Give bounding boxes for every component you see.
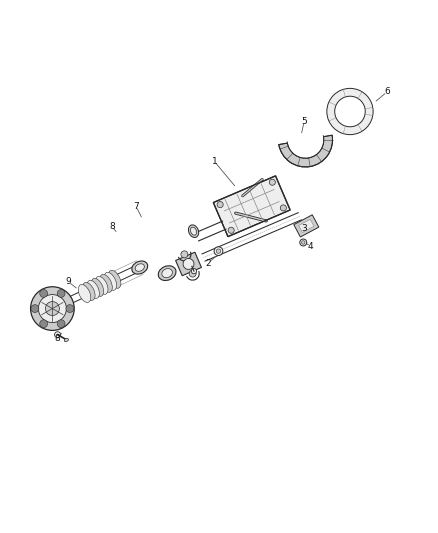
Ellipse shape <box>95 277 108 294</box>
Ellipse shape <box>64 338 68 342</box>
Circle shape <box>40 289 48 297</box>
Circle shape <box>300 239 307 246</box>
Polygon shape <box>294 215 319 237</box>
Circle shape <box>55 332 61 338</box>
Ellipse shape <box>108 270 121 288</box>
Text: 2: 2 <box>205 259 211 268</box>
Ellipse shape <box>183 259 194 269</box>
Circle shape <box>46 302 60 316</box>
Text: 1: 1 <box>212 157 218 166</box>
Text: 7: 7 <box>133 202 139 211</box>
Ellipse shape <box>191 227 197 235</box>
Circle shape <box>31 305 39 312</box>
Wedge shape <box>327 88 373 135</box>
Circle shape <box>66 305 74 312</box>
Ellipse shape <box>162 269 173 278</box>
Circle shape <box>189 270 196 277</box>
Text: 4: 4 <box>308 242 314 251</box>
Wedge shape <box>279 135 332 167</box>
Ellipse shape <box>188 225 199 238</box>
Circle shape <box>301 241 305 244</box>
Ellipse shape <box>100 274 112 293</box>
Circle shape <box>214 247 223 255</box>
Circle shape <box>57 289 65 297</box>
Text: 3: 3 <box>301 223 307 232</box>
Text: 8: 8 <box>55 334 60 343</box>
Circle shape <box>31 287 74 330</box>
Circle shape <box>39 295 67 322</box>
Polygon shape <box>176 252 201 276</box>
Text: 9: 9 <box>66 277 71 286</box>
Ellipse shape <box>104 272 117 290</box>
Ellipse shape <box>158 266 176 280</box>
Ellipse shape <box>87 280 99 298</box>
Circle shape <box>280 205 286 211</box>
Circle shape <box>191 269 197 274</box>
Circle shape <box>217 201 223 208</box>
Ellipse shape <box>132 261 148 274</box>
Text: 6: 6 <box>384 87 390 96</box>
Circle shape <box>181 251 188 258</box>
Circle shape <box>40 320 48 328</box>
Polygon shape <box>299 220 314 232</box>
Text: 8: 8 <box>109 222 115 231</box>
Circle shape <box>216 249 221 253</box>
Ellipse shape <box>135 264 145 271</box>
Polygon shape <box>213 176 290 237</box>
Ellipse shape <box>78 285 91 302</box>
Ellipse shape <box>91 278 104 296</box>
Circle shape <box>269 179 276 185</box>
Circle shape <box>57 320 65 328</box>
Ellipse shape <box>83 282 95 301</box>
Text: 5: 5 <box>301 117 307 126</box>
Circle shape <box>228 227 234 233</box>
